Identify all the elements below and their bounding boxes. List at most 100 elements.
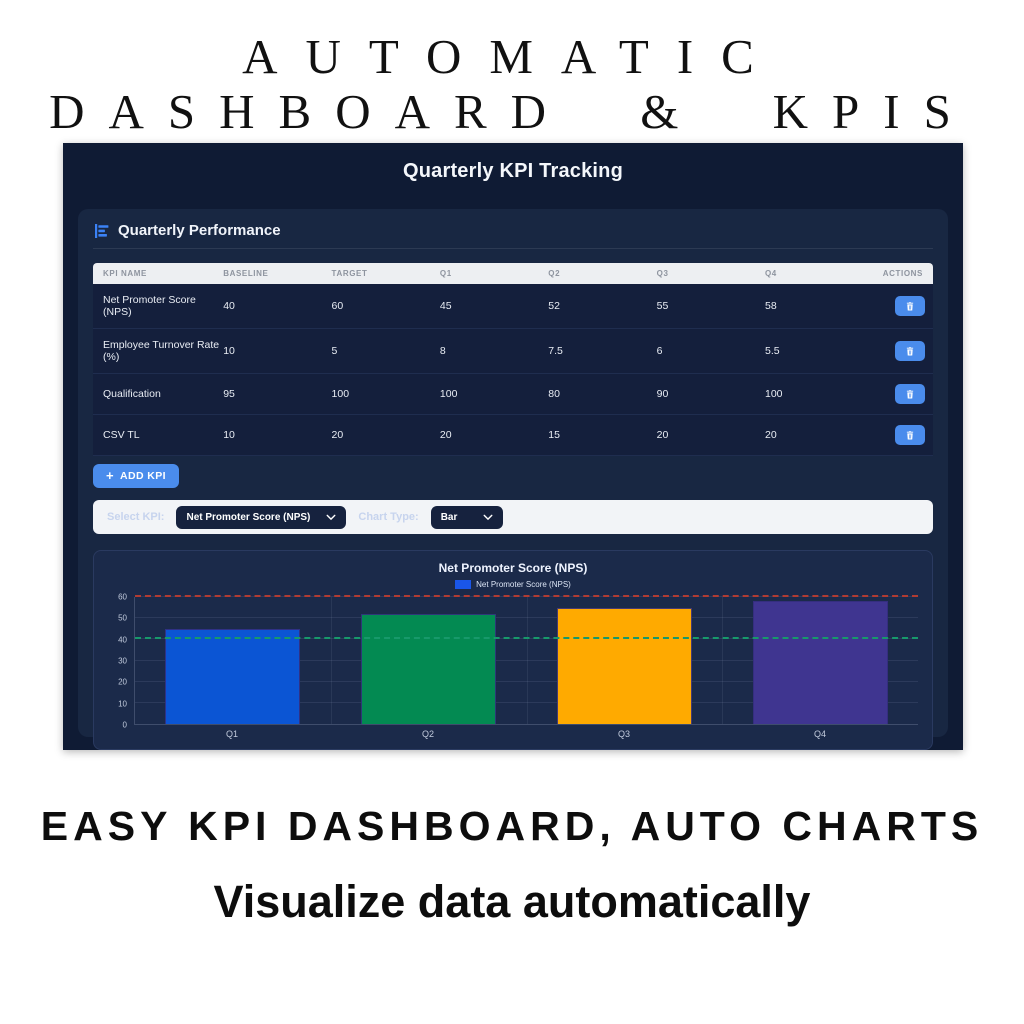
- bar-q2: [361, 613, 497, 724]
- bar-chart-icon: [94, 223, 110, 239]
- chart-card: Net Promoter Score (NPS) Net Promoter Sc…: [93, 550, 933, 750]
- y-axis-tick: 10: [118, 699, 127, 709]
- baseline-reference-line: [135, 637, 918, 640]
- cell-value: 45: [439, 300, 452, 312]
- bar-group: [722, 597, 918, 724]
- trash-icon: [905, 301, 915, 312]
- cell-value: 58: [764, 300, 777, 312]
- chart-title: Net Promoter Score (NPS): [438, 561, 588, 575]
- chart-type-dropdown[interactable]: Bar: [430, 505, 504, 529]
- delete-kpi-button[interactable]: [895, 296, 925, 316]
- x-axis: Q1 Q2 Q3 Q4: [134, 729, 918, 739]
- legend-label: Net Promoter Score (NPS): [476, 580, 571, 589]
- y-axis-tick: 60: [118, 592, 127, 602]
- cell-value: 6: [656, 345, 663, 357]
- trash-icon: [905, 430, 915, 441]
- cell-value: 15: [548, 429, 560, 441]
- delete-kpi-button[interactable]: [895, 425, 925, 445]
- plus-icon: +: [106, 468, 114, 483]
- table-row: CSV TL 10 20 20 15 20 20: [93, 414, 933, 456]
- y-axis-tick: 50: [118, 613, 127, 623]
- cell-value: 100: [764, 388, 783, 400]
- x-axis-label: Q1: [225, 729, 238, 739]
- kpi-table: KPI Name Baseline Target Q1 Q2 Q3 Q4 Act…: [93, 263, 933, 456]
- table-row: Employee Turnover Rate (%) 10 5 8 7.5 6 …: [93, 328, 933, 374]
- col-header-q4: Q4: [764, 269, 777, 278]
- chart-plot-area: 0 10 20 30 40 50 60: [108, 593, 918, 730]
- marketing-subheadline: Visualize data automatically: [213, 876, 811, 927]
- cell-value: 52: [548, 300, 560, 312]
- chevron-down-icon: [483, 514, 493, 521]
- cell-value: 80: [548, 388, 560, 400]
- y-axis-tick: 30: [118, 656, 127, 666]
- bar-group: [527, 597, 723, 724]
- y-axis: 0 10 20 30 40 50 60: [108, 593, 134, 730]
- section-title: Quarterly Performance: [118, 222, 281, 239]
- cell-kpi-name: Employee Turnover Rate (%): [103, 339, 220, 363]
- cell-value: 20: [764, 429, 777, 441]
- gridline: [135, 617, 918, 619]
- delete-kpi-button[interactable]: [895, 384, 925, 404]
- cell-value: 100: [331, 388, 350, 400]
- cell-kpi-name: Net Promoter Score (NPS): [103, 294, 196, 318]
- chart-type-label: Chart Type:: [358, 511, 419, 523]
- cell-value: 7.5: [548, 345, 563, 357]
- chart-type-value: Bar: [440, 511, 458, 523]
- cell-value: 10: [223, 345, 235, 357]
- bar-q4: [752, 601, 888, 724]
- cell-value: 10: [223, 429, 235, 441]
- marketing-title-line2: DASHBOARD & KPIS: [49, 84, 975, 139]
- dashboard-panel: Quarterly KPI Tracking Quarterly Perform…: [63, 143, 963, 750]
- chart-legend[interactable]: Net Promoter Score (NPS): [108, 580, 918, 589]
- cell-value: 20: [331, 429, 344, 441]
- bar-q3: [556, 607, 692, 724]
- marketing-title-line1: AUTOMATIC: [242, 29, 782, 84]
- col-header-actions: Actions: [882, 269, 923, 278]
- x-axis-label: Q3: [617, 729, 630, 739]
- bar-q1: [165, 628, 301, 724]
- chart-plot: [134, 595, 918, 725]
- delete-kpi-button[interactable]: [895, 341, 925, 361]
- page-title: Quarterly KPI Tracking: [402, 160, 624, 182]
- cell-value: 20: [656, 429, 669, 441]
- bar-group: [135, 597, 331, 724]
- cell-value: 60: [331, 300, 344, 312]
- y-axis-tick: 40: [118, 635, 127, 645]
- cell-value: 90: [656, 388, 669, 400]
- cell-value: 95: [223, 388, 235, 400]
- trash-icon: [905, 346, 915, 357]
- x-axis-label: Q4: [813, 729, 826, 739]
- gridline: [135, 701, 918, 703]
- col-header-q2: Q2: [548, 269, 561, 278]
- col-header-q1: Q1: [439, 269, 452, 278]
- kpi-table-body: Net Promoter Score (NPS) 40 60 45 52 55 …: [93, 284, 933, 456]
- target-reference-line: [135, 595, 918, 597]
- table-header-row: KPI Name Baseline Target Q1 Q2 Q3 Q4 Act…: [93, 263, 933, 284]
- gridline: [330, 597, 332, 724]
- cell-value: 100: [439, 388, 458, 400]
- y-axis-tick: 20: [118, 677, 127, 687]
- select-kpi-dropdown[interactable]: Net Promoter Score (NPS): [176, 505, 347, 529]
- gridline: [526, 597, 528, 724]
- col-header-baseline: Baseline: [223, 269, 269, 278]
- section-header: Quarterly Performance: [78, 209, 948, 248]
- marketing-title: AUTOMATIC DASHBOARD & KPIS: [0, 30, 1024, 140]
- cell-value: 55: [656, 300, 669, 312]
- dashboard-card: Quarterly Performance KPI Name Baseline …: [78, 209, 948, 750]
- add-kpi-button[interactable]: + ADD KPI: [93, 464, 179, 488]
- gridline: [135, 659, 918, 661]
- trash-icon: [905, 389, 915, 400]
- bar-group: [331, 597, 527, 724]
- cell-kpi-name: CSV TL: [103, 429, 140, 441]
- chart-controls-bar: Select KPI: Net Promoter Score (NPS) Cha…: [93, 500, 933, 534]
- cell-value: 40: [223, 300, 235, 312]
- cell-kpi-name: Qualification: [103, 388, 161, 400]
- table-row: Qualification 95 100 100 80 90 100: [93, 373, 933, 415]
- x-axis-label: Q2: [421, 729, 434, 739]
- col-header-target: Target: [331, 269, 368, 278]
- select-kpi-value: Net Promoter Score (NPS): [186, 511, 311, 523]
- divider: [93, 248, 933, 249]
- col-header-kpi-name: KPI Name: [103, 269, 147, 278]
- gridline: [135, 680, 918, 682]
- cell-value: 5: [331, 345, 338, 357]
